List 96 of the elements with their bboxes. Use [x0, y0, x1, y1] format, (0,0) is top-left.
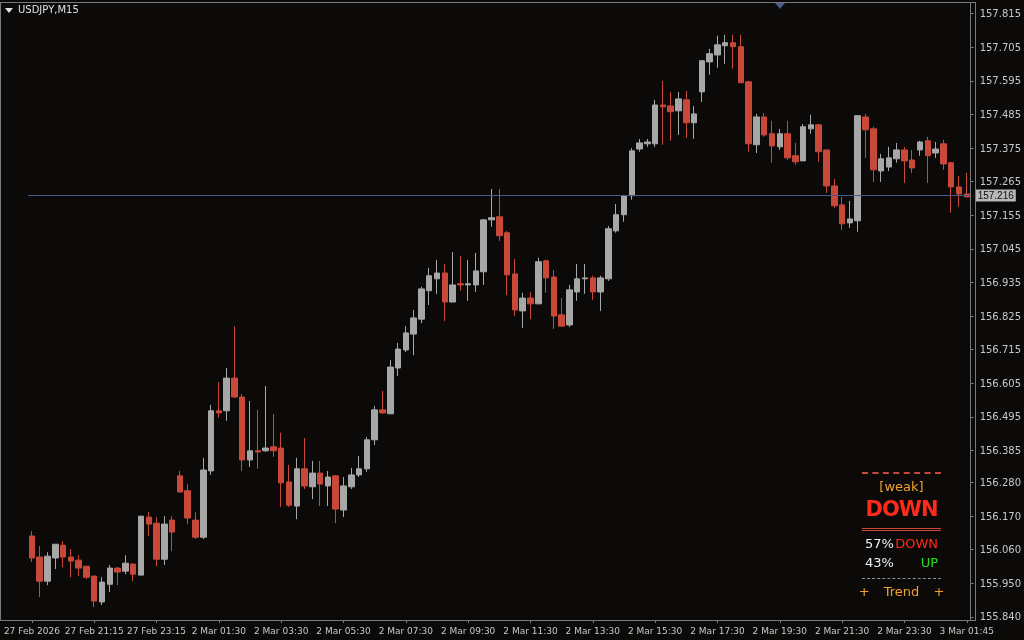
candlestick	[379, 390, 386, 415]
y-tick-label: 157.595	[979, 75, 1022, 87]
candlestick	[878, 153, 884, 183]
candlestick	[808, 114, 814, 135]
annotation: UP	[920, 554, 938, 572]
candlestick	[107, 564, 113, 593]
y-tick-label: 156.060	[979, 544, 1022, 556]
y-tick-label: 156.605	[979, 377, 1022, 389]
candlestick	[956, 175, 962, 208]
candlestick	[161, 515, 168, 566]
candlestick	[130, 562, 136, 582]
candlestick	[301, 437, 308, 490]
x-tick-label: 3 Mar 01:45	[939, 625, 994, 636]
candlestick	[769, 120, 775, 164]
x-tick-label: 2 Mar 05:30	[316, 625, 371, 636]
x-tick-label: 2 Mar 03:30	[254, 625, 309, 636]
y-tick-label: 155.950	[979, 577, 1022, 589]
candlestick	[777, 128, 783, 151]
candlestick	[465, 259, 471, 302]
annotation: [weak]	[879, 478, 924, 496]
x-tick-label: 2 Mar 15:30	[627, 625, 683, 636]
y-tick-label: 157.045	[979, 243, 1022, 255]
y-tick-label: 157.265	[979, 176, 1022, 188]
candlestick	[434, 259, 440, 295]
candlestick	[309, 460, 316, 500]
candlestick	[590, 275, 596, 301]
annotation: DOWN	[895, 535, 938, 553]
y-tick-label: 157.705	[979, 41, 1022, 53]
candlestick	[192, 511, 199, 540]
x-tick-label: 2 Mar 23:30	[877, 625, 932, 636]
y-tick-label: 157.815	[979, 8, 1022, 20]
candlestick	[800, 123, 806, 162]
y-tick-label: 156.495	[979, 411, 1022, 423]
candlestick	[332, 474, 339, 524]
y-tick-label: 157.485	[979, 108, 1022, 120]
candlestick	[99, 576, 105, 606]
x-tick-label: 2 Mar 11:30	[503, 625, 558, 636]
candlestick	[582, 263, 588, 295]
y-tick-label: 156.170	[979, 510, 1022, 522]
y-tick-label: 157.375	[979, 142, 1022, 154]
candlestick	[730, 34, 736, 70]
ref-line-label: 157.216	[977, 189, 1015, 201]
candlestick	[255, 409, 261, 470]
y-tick-label: 155.840	[979, 611, 1022, 623]
candlestick	[169, 515, 175, 552]
candlestick	[60, 540, 66, 568]
candlestick	[325, 470, 331, 507]
x-tick-label: 2 Mar 01:30	[191, 625, 247, 636]
candlestick	[761, 112, 767, 138]
candlestick	[683, 90, 690, 139]
x-tick-label: 27 Feb 2026	[3, 625, 61, 636]
annotation: DOWN	[865, 496, 938, 522]
candlestick	[114, 566, 121, 586]
y-tick-label: 156.935	[979, 276, 1022, 288]
candlestick	[262, 385, 269, 453]
candlestick	[216, 381, 222, 419]
y-tick-label: 156.715	[979, 344, 1022, 356]
y-tick-label: 157.155	[979, 209, 1022, 221]
candlestick	[223, 367, 230, 422]
candlestick	[527, 291, 534, 320]
candlestick	[449, 251, 456, 303]
candlestick	[543, 259, 549, 294]
candlestick	[519, 292, 526, 329]
y-tick-label: 156.825	[979, 310, 1022, 322]
x-tick-label: 2 Mar 09:30	[440, 625, 496, 636]
annotation: + Trend +	[858, 583, 945, 601]
candlestick	[247, 400, 253, 468]
candlestick	[138, 515, 144, 576]
x-tick-label: 27 Feb 23:15	[127, 625, 187, 636]
y-tick-label: 156.280	[979, 477, 1022, 489]
candlestick	[925, 136, 931, 184]
candlestick	[294, 457, 300, 520]
candlestick	[286, 464, 292, 508]
candlestick	[122, 554, 129, 575]
x-tick-label: 2 Mar 07:30	[378, 625, 434, 636]
chart-title: USDJPY,M15	[18, 4, 79, 15]
candlestick	[917, 140, 923, 157]
candlestick	[932, 141, 939, 159]
candlestick	[691, 105, 697, 140]
x-tick-label: 2 Mar 17:30	[690, 625, 745, 636]
candlestick	[442, 263, 448, 322]
x-tick-label: 2 Mar 21:30	[814, 625, 870, 636]
candlestick	[317, 460, 323, 507]
candlestick	[621, 194, 627, 223]
x-tick-label: 27 Feb 21:15	[64, 625, 124, 636]
candlestick	[535, 257, 542, 305]
candlestick	[457, 255, 464, 292]
candlestick	[512, 258, 518, 317]
y-tick-label: 156.385	[979, 444, 1022, 456]
candlestick	[629, 147, 635, 201]
x-tick-label: 2 Mar 13:30	[565, 625, 621, 636]
annotation: 57%	[865, 535, 894, 553]
candlestick	[753, 113, 760, 154]
candlestick	[675, 91, 682, 136]
annotation: 43%	[865, 554, 894, 572]
x-tick-label: 2 Mar 19:30	[752, 625, 808, 636]
